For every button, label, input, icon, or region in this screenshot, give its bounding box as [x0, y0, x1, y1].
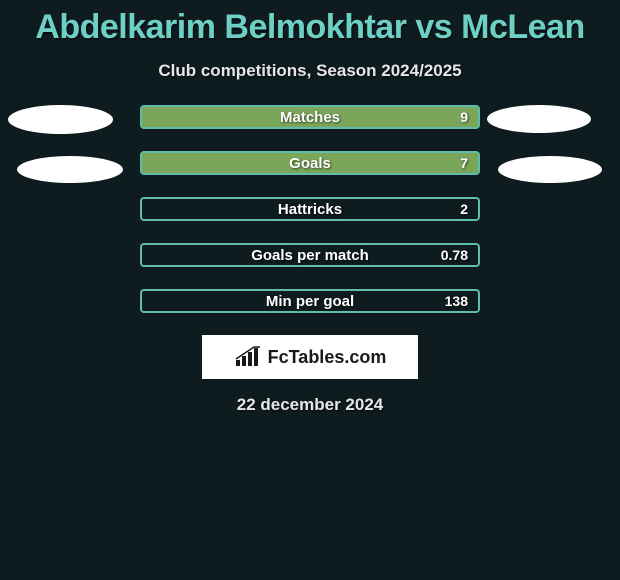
comparison-chart: Matches 9 Goals 7 Hattricks 2 Goals per … [0, 105, 620, 313]
report-date: 22 december 2024 [0, 395, 620, 415]
stat-label: Goals per match [142, 245, 478, 265]
player-marker-right-2 [498, 156, 602, 183]
stat-fill [142, 153, 478, 173]
bar-chart-icon [234, 346, 262, 368]
stat-value: 0.78 [441, 245, 468, 265]
stat-value: 9 [460, 107, 468, 127]
logo-text: FcTables.com [268, 347, 387, 368]
source-logo: FcTables.com [202, 335, 418, 379]
player-marker-right-1 [487, 105, 591, 133]
stat-value: 2 [460, 199, 468, 219]
stat-fill [142, 107, 478, 127]
stat-label: Min per goal [142, 291, 478, 311]
stat-row-min-per-goal: Min per goal 138 [140, 289, 480, 313]
page-subtitle: Club competitions, Season 2024/2025 [0, 61, 620, 81]
stat-value: 7 [460, 153, 468, 173]
player-marker-left-1 [8, 105, 113, 134]
stat-label: Hattricks [142, 199, 478, 219]
stat-row-goals-per-match: Goals per match 0.78 [140, 243, 480, 267]
stat-row-matches: Matches 9 [140, 105, 480, 129]
page-title: Abdelkarim Belmokhtar vs McLean [0, 0, 620, 47]
player-marker-left-2 [17, 156, 123, 183]
stat-row-goals: Goals 7 [140, 151, 480, 175]
stat-value: 138 [445, 291, 468, 311]
stat-row-hattricks: Hattricks 2 [140, 197, 480, 221]
